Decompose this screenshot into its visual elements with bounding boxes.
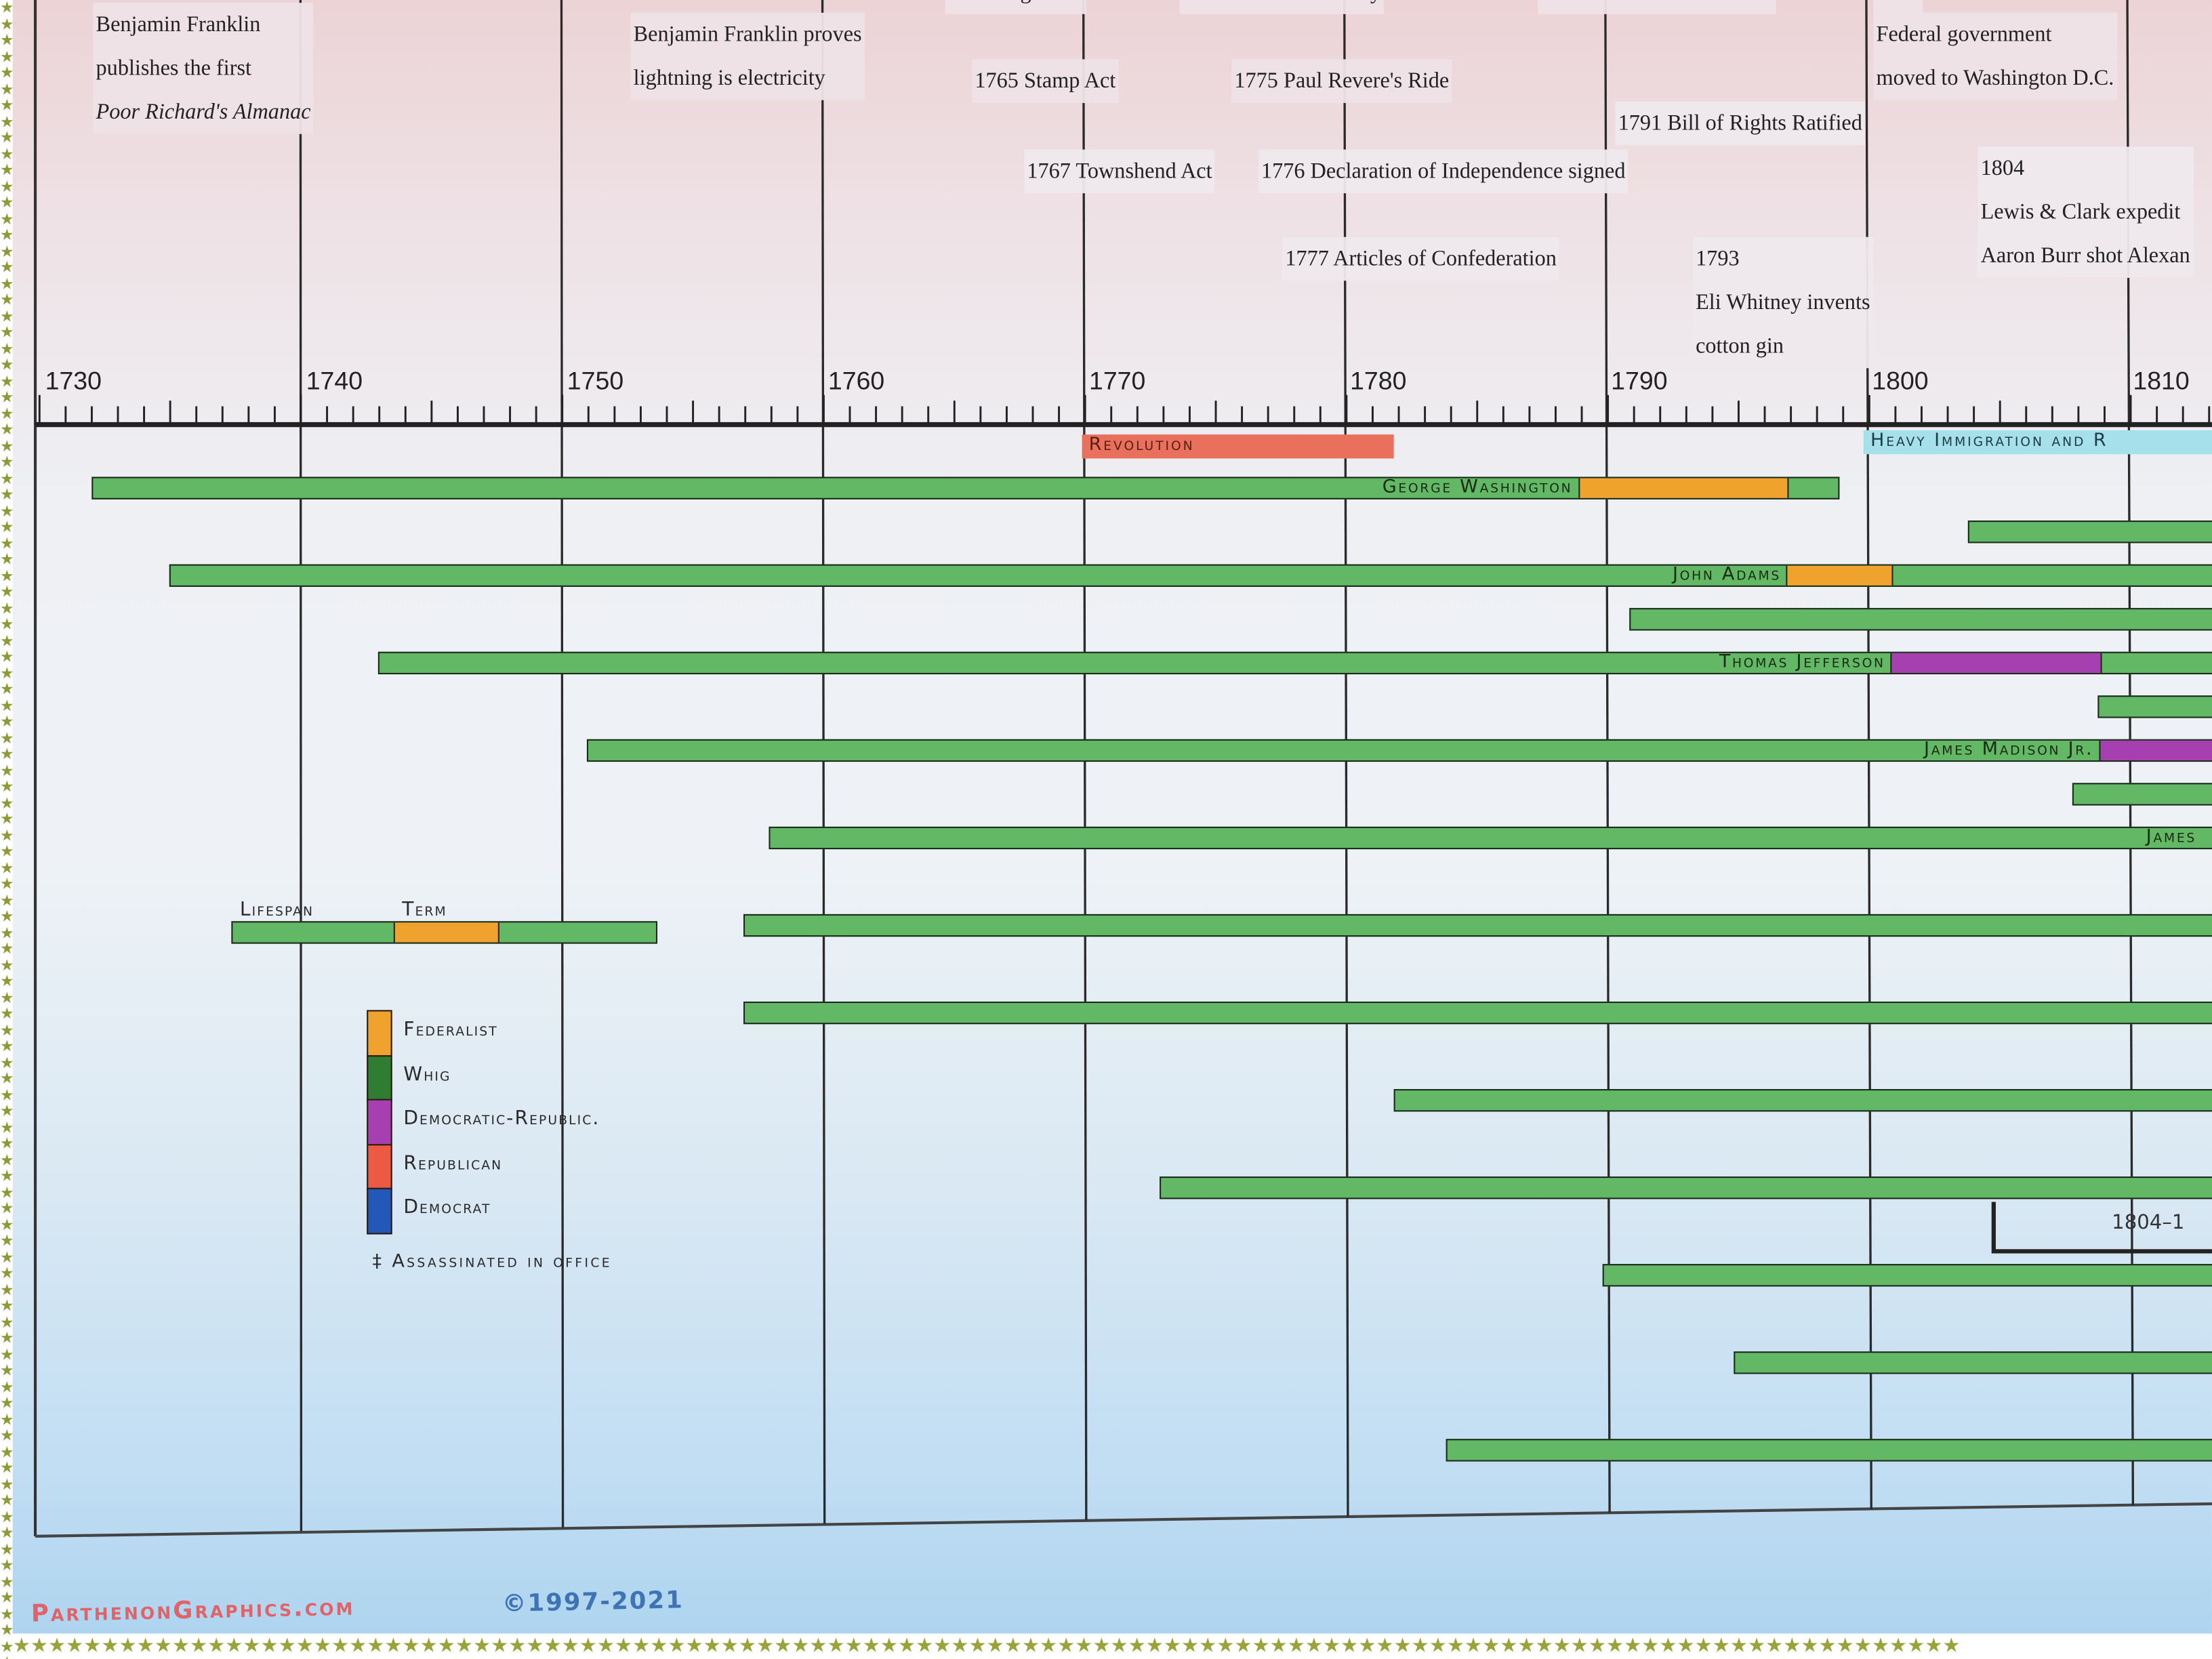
legend-example-term [393, 922, 499, 943]
assassinated-note: ‡ Assassinated in office [372, 1251, 612, 1273]
frame-bottom-line [35, 1502, 2212, 1538]
band-revolution: Revolution [1082, 434, 1395, 459]
event-franklin-almanac: Benjamin Franklin publishes the first Po… [93, 3, 314, 134]
x-tick-label-1750: 1750 [567, 367, 624, 395]
event-line: Federal government [1876, 22, 2052, 47]
gridline-1750 [560, 0, 565, 1528]
band-heavy-immigration: Heavy Immigration and R [1863, 430, 2212, 455]
lifespan-bar [1160, 1176, 2212, 1200]
legend-swatch-democratic-republic [367, 1099, 392, 1146]
lifespan-bar [1446, 1439, 2212, 1462]
event-line: moved to Washington D.C. [1876, 66, 2114, 91]
event-townshend: 1767 Townshend Act [1024, 149, 1215, 194]
event-tea-party: 1773 Boston Tea Party [1179, 0, 1385, 14]
event-declaration: 1776 Declaration of Independence signed [1258, 149, 1629, 194]
president-name-label: John Adams [1672, 564, 1781, 586]
bracket-label: 1804–1 [2112, 1212, 2185, 1235]
term-segment [1891, 653, 2102, 673]
bracket-1804 [1991, 1202, 2212, 1254]
x-tick-label-1780: 1780 [1350, 367, 1407, 395]
event-line: lightning is electricity [633, 66, 825, 91]
legend-term-label: Term [402, 898, 447, 922]
x-tick-label-1740: 1740 [306, 367, 363, 395]
legend-swatch-republican [367, 1143, 392, 1190]
gridline-1760 [821, 0, 826, 1524]
event-line: 1804 [1980, 157, 2025, 181]
event-line: Poor Richard's Almanac [96, 100, 311, 125]
president-name-label: James [2146, 826, 2197, 848]
event-stamp-act: 1765 Stamp Act [972, 59, 1119, 103]
legend-label: Whig [403, 1063, 451, 1086]
event-line: cotton gin [1696, 334, 1784, 359]
lifespan-bar [1967, 520, 2212, 544]
legend-label: Republican [403, 1151, 503, 1174]
legend-label: Democratic-Republic. [403, 1107, 600, 1130]
president-name-label: George Washington [1382, 476, 1573, 498]
event-line: Benjamin Franklin [96, 12, 261, 37]
footer-copyright: ©1997-2021 [501, 1586, 684, 1619]
event-sugar-act: 1764 Sugar Act [945, 0, 1087, 14]
x-tick-label-1790: 1790 [1611, 367, 1668, 395]
event-paul-revere: 1775 Paul Revere's Ride [1231, 59, 1452, 103]
event-federal-government: Federal government moved to Washington D… [1873, 12, 2117, 100]
star-border-left: ★★★★★★★★★★★★★★★★★★★★★★★★★★★★★★★★★★★★★★★★… [0, 0, 13, 1659]
lifespan-bar: Thomas Jefferson [378, 651, 2212, 675]
event-line: Benjamin Franklin proves [633, 22, 862, 47]
term-segment [2099, 740, 2212, 760]
event-articles: 1777 Articles of Confederation [1282, 237, 1560, 281]
event-franklin-lightning: Benjamin Franklin proves lightning is el… [630, 12, 865, 100]
legend-label: Federalist [403, 1018, 498, 1042]
event-line: publishes the first [96, 56, 251, 81]
x-tick-label-1810: 1810 [2133, 367, 2190, 395]
event-constitution: 1787 Constitution Ratified [1537, 0, 1777, 14]
x-tick-label-1760: 1760 [827, 367, 885, 395]
president-name-label: Thomas Jefferson [1719, 651, 1885, 673]
lifespan-bar [1394, 1088, 2212, 1112]
x-tick-label-1800: 1800 [1872, 367, 1929, 395]
legend-example-bar [231, 921, 658, 944]
x-tick-label-1770: 1770 [1088, 367, 1146, 395]
event-lewis-clark: 1804 Lewis & Clark expedit Aaron Burr sh… [1978, 146, 2193, 279]
lifespan-bar [743, 914, 2212, 937]
event-bill-of-rights: 1791 Bill of Rights Ratified [1615, 101, 1866, 146]
event-line: Aaron Burr shot Alexan [1980, 244, 2190, 268]
legend-lifespan-label: Lifespan [239, 898, 314, 922]
legend-swatch-federalist [367, 1010, 392, 1057]
lifespan-bar [2097, 695, 2212, 718]
event-line: Eli Whitney invents [1696, 290, 1870, 315]
term-segment [1578, 478, 1790, 498]
legend-label: Democrat [403, 1196, 491, 1219]
legend-swatch-whig [367, 1054, 392, 1101]
event-1800: 1800 [1873, 0, 1923, 14]
gridline-1740 [299, 0, 303, 1532]
lifespan-bar [743, 1001, 2212, 1025]
legend-swatch-democrat [367, 1187, 392, 1235]
lifespan-bar [1733, 1351, 2212, 1374]
lifespan-bar [1603, 1264, 2212, 1287]
term-segment [1786, 565, 1894, 586]
president-name-label: James Madison Jr. [1924, 739, 2094, 760]
x-tick-label-1730: 1730 [45, 367, 102, 395]
lifespan-bar [2072, 783, 2212, 806]
lifespan-bar: James Madison Jr. [586, 739, 2212, 762]
event-line: Lewis & Clark expedit [1980, 200, 2181, 224]
lifespan-bar [1629, 608, 2212, 631]
event-cotton-gin: 1793 Eli Whitney invents cotton gin [1692, 237, 1873, 369]
event-line: 1793 [1696, 247, 1740, 271]
star-border-bottom: ★★★★★★★★★★★★★★★★★★★★★★★★★★★★★★★★★★★★★★★★… [12, 1633, 2212, 1659]
lifespan-bar: George Washington [91, 476, 1841, 499]
lifespan-bar: James [769, 826, 2212, 850]
lifespan-bar: John Adams [169, 564, 2212, 587]
